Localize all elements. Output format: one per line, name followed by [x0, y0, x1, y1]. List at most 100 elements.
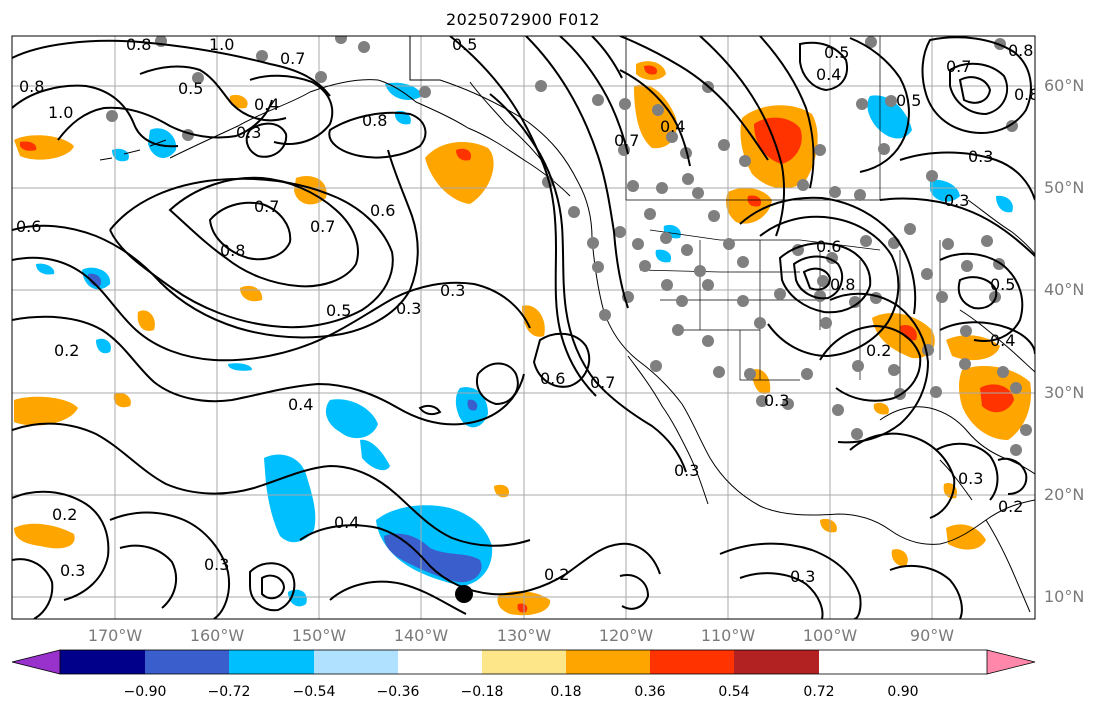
contour-label: 1.0 [48, 103, 73, 122]
station-marker [599, 309, 611, 321]
shade-blob [996, 195, 1013, 213]
station-marker [926, 170, 938, 182]
station-marker [660, 232, 672, 244]
station-marker [754, 317, 766, 329]
station-marker [681, 244, 693, 256]
colorbar-outline [11, 649, 1036, 675]
station-marker [860, 235, 872, 247]
contour-label: 0.6 [816, 237, 841, 256]
station-marker [650, 360, 662, 372]
shade-blob [467, 399, 478, 411]
station-marker [682, 173, 694, 185]
station-marker [737, 256, 749, 268]
colorbar-frame [59, 649, 988, 675]
station-marker [739, 155, 751, 167]
station-marker [997, 366, 1009, 378]
shade-blob [96, 338, 111, 354]
map-title: 2025072900 F012 [445, 10, 601, 29]
station-marker [888, 364, 900, 376]
contour-label: 0.2 [54, 341, 79, 360]
shade-blob [867, 95, 912, 139]
station-marker [865, 36, 877, 48]
station-marker [961, 260, 973, 272]
contour-label: 0.8 [1014, 85, 1039, 104]
station-marker [959, 358, 971, 370]
station-marker [814, 290, 826, 302]
contour-label: 0.5 [178, 79, 203, 98]
colorbar-tick-label: 0.90 [887, 684, 919, 700]
shade-blob [494, 484, 510, 498]
contour-labels: 0.8 1.0 0.7 0.8 0.5 0.4 0.8 1.0 0.5 0.5 … [16, 35, 1039, 586]
shade-blob [228, 363, 252, 371]
colorbar-tick-label: 0.36 [634, 684, 666, 700]
lon-label-120w: 120°W [598, 626, 654, 645]
contour-label: 0.3 [674, 461, 699, 480]
shade-blob [900, 324, 917, 341]
shade-blob [644, 65, 658, 75]
shade-blob [946, 524, 986, 550]
station-marker [756, 395, 768, 407]
station-marker [981, 235, 993, 247]
colorbar-segment [314, 650, 398, 674]
station-marker [644, 208, 656, 220]
lon-label-140w: 140°W [393, 626, 449, 645]
station-marker [832, 404, 844, 416]
coastlines [99, 36, 1035, 613]
lon-label-90w: 90°W [909, 626, 955, 645]
contour-label: 0.3 [60, 561, 85, 580]
contour-label: 0.4 [334, 513, 359, 532]
station-marker [820, 317, 832, 329]
colorbar-segment [398, 650, 482, 674]
station-marker [358, 41, 370, 53]
station-marker [652, 104, 664, 116]
contour-label: 0.5 [824, 43, 849, 62]
station-marker [672, 324, 684, 336]
shade-blob [747, 195, 762, 207]
contour-label: 0.8 [1008, 41, 1033, 60]
colorbar-tick-label: −0.18 [460, 684, 504, 700]
shade-blob [634, 84, 677, 149]
contour-label: 0.3 [236, 123, 261, 142]
shade-blob [36, 263, 55, 275]
station-marker [702, 279, 714, 291]
contour-label: 0.8 [362, 111, 387, 130]
contour-label: 0.3 [204, 555, 229, 574]
station-marker [1010, 444, 1022, 456]
station-marker [960, 325, 972, 337]
colorbar-tick-label: −0.72 [207, 684, 251, 700]
contour-label: 0.7 [614, 131, 639, 150]
station-marker [256, 50, 268, 62]
station-marker [851, 428, 863, 440]
station-marker [723, 238, 735, 250]
colorbar-segment [566, 650, 650, 674]
station-marker [708, 210, 720, 222]
contour-label: 0.7 [280, 49, 305, 68]
lon-label-160w: 160°W [189, 626, 245, 645]
contour-label: 0.4 [816, 65, 841, 84]
colorbar-extend-left [12, 650, 60, 674]
contour-label: 0.2 [998, 497, 1023, 516]
station-marker [801, 368, 813, 380]
station-marker [921, 268, 933, 280]
station-marker [885, 95, 897, 107]
shade-blob [14, 396, 78, 426]
station-marker [936, 291, 948, 303]
contour-label: 1.0 [209, 35, 234, 54]
station-marker [335, 36, 347, 44]
station-marker [592, 261, 604, 273]
storm-center-marker [455, 585, 473, 603]
station-marker [619, 98, 631, 110]
station-marker [922, 344, 934, 356]
station-marker [639, 260, 651, 272]
colorbar-tick-label: −0.36 [376, 684, 420, 700]
station-marker [694, 265, 706, 277]
contour-label: 0.5 [452, 35, 477, 54]
lon-label-100w: 100°W [802, 626, 858, 645]
colorbar-tick-label: −0.54 [292, 684, 336, 700]
contour-label: 0.6 [370, 201, 395, 220]
contour-label: 0.8 [220, 241, 245, 260]
contour-label: 0.3 [440, 281, 465, 300]
shade-blob [112, 148, 129, 162]
contour-label: 0.2 [866, 341, 891, 360]
